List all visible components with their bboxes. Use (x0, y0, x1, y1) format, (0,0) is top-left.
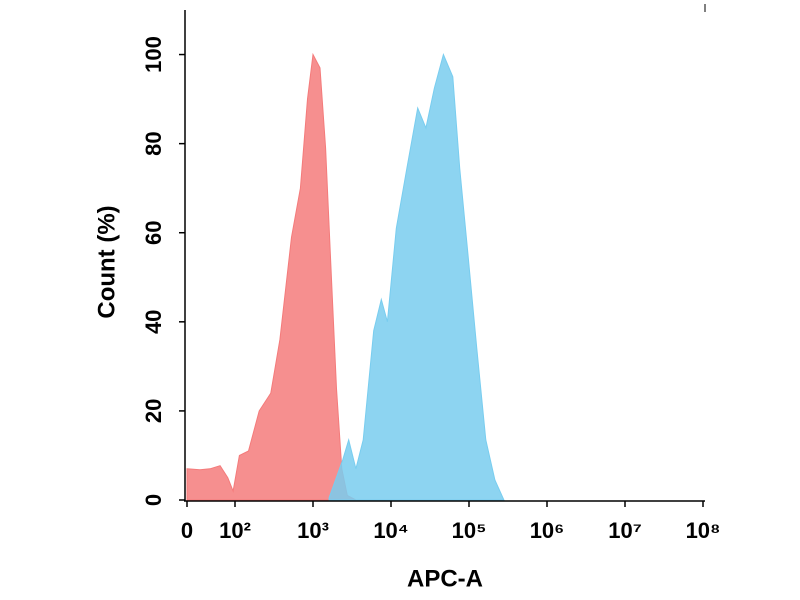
x-tick-label: 10³ (297, 518, 329, 543)
x-tick-label: 0 (181, 518, 193, 543)
x-tick-label: 10² (219, 518, 251, 543)
y-tick-label: 20 (141, 399, 166, 423)
x-tick-label: 10⁶ (530, 518, 565, 543)
histogram-area (186, 52, 357, 501)
x-tick-label: 10⁸ (686, 518, 721, 543)
y-axis-title: Count (%) (93, 205, 120, 318)
x-axis-title: APC-A (407, 565, 483, 592)
y-tick-label: 100 (141, 36, 166, 73)
x-tick-label: 10⁵ (452, 518, 487, 543)
y-tick-label: 0 (141, 494, 166, 506)
histogram-area (328, 52, 505, 501)
y-tick-label: 80 (141, 131, 166, 155)
x-tick-label: 10⁴ (373, 518, 408, 543)
y-tick-label: 60 (141, 220, 166, 244)
y-tick-label: 40 (141, 310, 166, 334)
x-tick-label: 10⁷ (608, 518, 642, 543)
